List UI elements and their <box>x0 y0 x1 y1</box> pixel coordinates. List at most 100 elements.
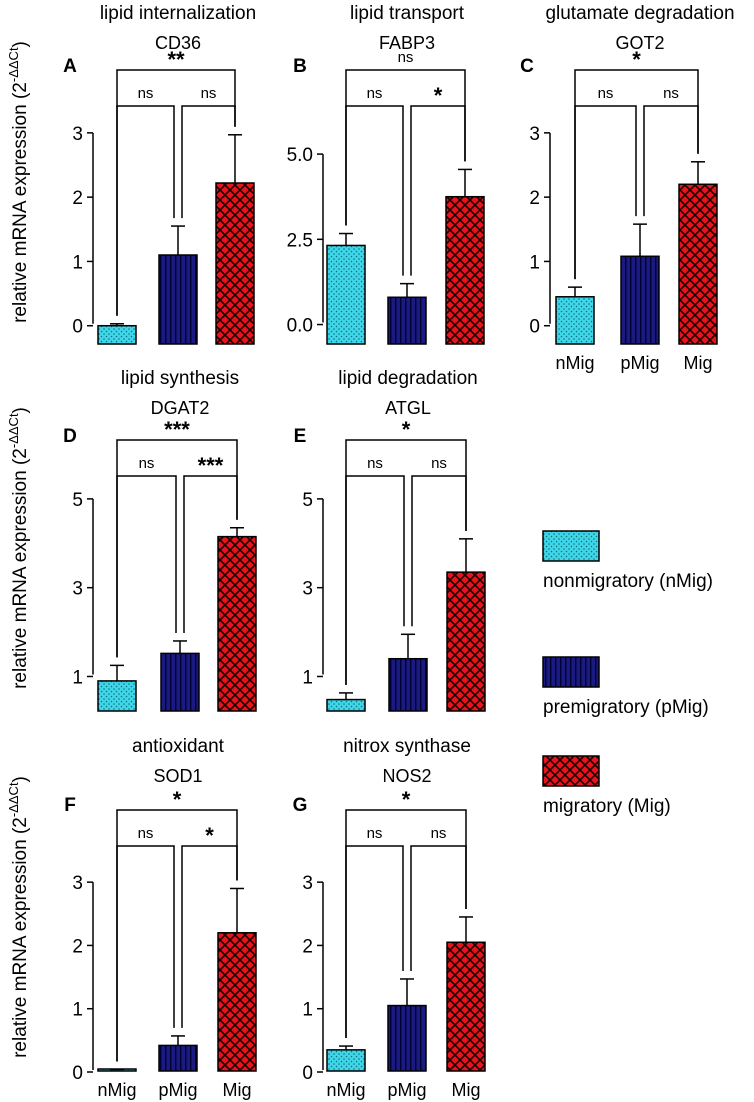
y-axis-label: relative mRNA expression (2-ΔΔCt) <box>6 41 31 323</box>
significance-label: ns <box>398 49 414 66</box>
y-axis-label-sup: -ΔΔCt <box>6 782 21 817</box>
panel-letter: A <box>63 56 77 77</box>
bar-pmig <box>158 1044 198 1072</box>
y-tick-label: 2 <box>302 936 313 957</box>
legend-label-nmig: nonmigratory (nMig) <box>543 571 713 592</box>
y-tick-label: 1 <box>302 1000 313 1021</box>
y-axis-label-main: relative mRNA expression (2 <box>10 817 31 1058</box>
significance-bracket <box>116 69 236 316</box>
bar-pmig <box>388 657 428 712</box>
legend-swatch-pmig <box>542 656 600 688</box>
y-tick-label: 5.0 <box>287 145 313 166</box>
x-tick-label: Mig <box>451 1080 480 1100</box>
y-tick-label: 1 <box>302 667 313 688</box>
y-tick-label: 0 <box>302 1063 313 1084</box>
significance-bracket <box>345 439 467 685</box>
bar-pmig <box>387 296 427 345</box>
significance-label: ns <box>431 825 447 842</box>
bar-pmig <box>620 255 660 345</box>
panel-b: lipid transport FABP3 B 0.0 2.5 5.0 ns * ns <box>287 3 485 345</box>
bar-pmig <box>158 254 198 345</box>
x-tick-label: nMig <box>555 353 594 373</box>
significance-label: * <box>173 787 182 812</box>
significance-label: * <box>205 823 214 848</box>
x-tick-label: nMig <box>326 1080 365 1100</box>
x-tick-label: pMig <box>158 1080 197 1100</box>
y-tick-label: 2.5 <box>287 230 313 251</box>
y-tick-label: 2 <box>72 188 83 209</box>
panel-category-title: lipid synthesis <box>121 368 239 389</box>
panel-gene-title: GOT2 <box>615 33 664 53</box>
y-tick-label: 3 <box>72 124 83 145</box>
bar-pmig <box>160 652 200 712</box>
significance-label: ns <box>431 455 447 472</box>
y-tick-label: 3 <box>72 579 83 600</box>
significance-bracket <box>345 475 405 685</box>
bar-nmig <box>97 680 137 712</box>
x-tick-label: pMig <box>620 353 659 373</box>
significance-bracket <box>116 475 177 658</box>
bar-mig <box>217 932 257 1072</box>
panel-letter: D <box>63 426 77 447</box>
y-axis-label-close: ) <box>10 41 31 47</box>
x-tick-label: pMig <box>387 1080 426 1100</box>
panel-c: glutamate degradation GOT2 C 0 1 2 3 nMig pMig Mi… <box>520 3 734 373</box>
y-tick-label: 2 <box>72 936 83 957</box>
bar-nmig <box>326 1049 366 1072</box>
y-tick-label: 5 <box>72 490 83 511</box>
bar-nmig <box>555 296 595 345</box>
bar-pmig <box>387 1004 427 1072</box>
x-tick-label: nMig <box>97 1080 136 1100</box>
panel-gene-title: SOD1 <box>153 766 202 786</box>
significance-label: ns <box>138 85 154 102</box>
y-axis-label-main: relative mRNA expression (2 <box>10 448 31 689</box>
panel-category-title: glutamate degradation <box>545 3 734 24</box>
significance-label: * <box>402 417 411 442</box>
y-axis-labels: relative mRNA expression (2-ΔΔCt)relativ… <box>6 41 31 1058</box>
y-axis-label-main: relative mRNA expression (2 <box>10 82 31 323</box>
significance-label: * <box>632 47 641 72</box>
panel-a: lipid internalization CD36 A 0 1 2 3 ns ns ** <box>63 3 256 345</box>
panel-gene-title: DGAT2 <box>151 398 210 418</box>
bar-mig <box>446 941 486 1072</box>
y-tick-label: 1 <box>529 252 540 273</box>
significance-bracket <box>345 809 467 1039</box>
panel-letter: G <box>293 795 308 816</box>
panel-letter: B <box>293 56 307 77</box>
y-tick-label: 0 <box>72 1063 83 1084</box>
panel-letter: F <box>64 795 76 816</box>
panel-gene-title: ATGL <box>385 398 431 418</box>
significance-label: ns <box>138 825 154 842</box>
y-tick-label: 3 <box>529 124 540 145</box>
significance-label: ns <box>367 825 383 842</box>
legend: nonmigratory (nMig) premigratory (pMig) mi… <box>542 530 713 817</box>
y-tick-label: 1 <box>72 252 83 273</box>
y-tick-label: 0 <box>72 317 83 338</box>
bar-mig <box>445 195 485 345</box>
significance-bracket <box>574 69 699 280</box>
significance-label: *** <box>164 417 190 442</box>
significance-label: * <box>402 787 411 812</box>
significance-label: ns <box>598 85 614 102</box>
panel-d: lipid synthesis DGAT2 D 1 3 5 ns *** *** <box>63 368 257 712</box>
bar-nmig <box>326 698 366 712</box>
panel-letter: C <box>520 56 534 77</box>
x-tick-label: Mig <box>222 1080 251 1100</box>
panel-f: antioxidant SOD1 F 0 1 2 3 nMig pMig Mig ns * * <box>64 736 257 1100</box>
y-axis-label: relative mRNA expression (2-ΔΔCt) <box>6 407 31 689</box>
bar-mig <box>215 182 255 345</box>
panel-e: lipid degradation ATGL E 1 3 5 ns ns * <box>294 368 486 712</box>
y-tick-label: 3 <box>72 873 83 894</box>
y-axis-label-close: ) <box>10 407 31 413</box>
legend-swatch-nmig <box>542 530 600 562</box>
bar-mig <box>446 571 486 712</box>
legend-label-pmig: premigratory (pMig) <box>543 697 709 718</box>
significance-bracket <box>574 105 637 280</box>
y-tick-label: 0 <box>529 317 540 338</box>
significance-label: ns <box>367 85 383 102</box>
legend-label-mig: migratory (Mig) <box>543 796 671 817</box>
y-axis-label-sup: -ΔΔCt <box>6 413 21 448</box>
significance-bracket <box>116 809 238 1062</box>
